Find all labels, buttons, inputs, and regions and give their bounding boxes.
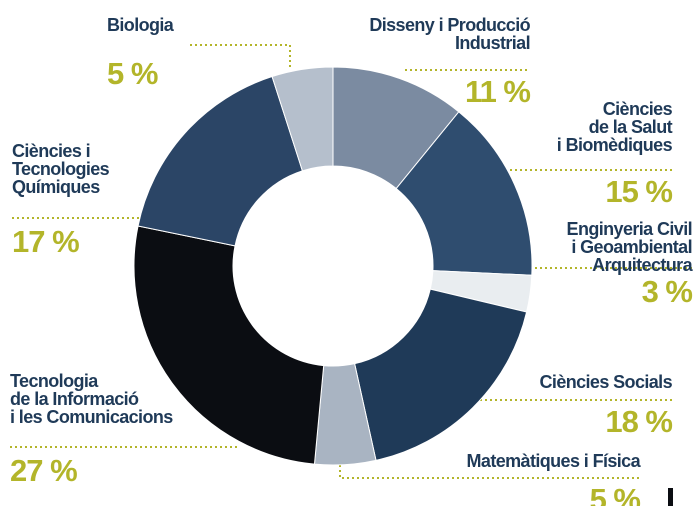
edge-mark	[668, 488, 673, 506]
value-label: 5 %	[589, 482, 641, 506]
category-label: Ciències de la Salut i Biomèdiques	[556, 99, 673, 155]
value-label: 3 %	[641, 274, 693, 309]
donut-segment	[271, 66, 334, 172]
value-label: 18 %	[605, 404, 673, 439]
category-label: Biologia	[107, 15, 174, 35]
value-label: 15 %	[605, 174, 673, 209]
category-label: Matemàtiques i Física	[466, 451, 641, 471]
value-label: 27 %	[10, 453, 78, 488]
value-label: 17 %	[12, 224, 80, 259]
value-label: 11 %	[465, 74, 531, 109]
category-label: Ciències Socials	[539, 372, 673, 392]
value-label: 5 %	[107, 56, 158, 91]
leader-lines	[10, 44, 692, 479]
donut-segment	[133, 225, 325, 465]
donut-segment	[137, 75, 304, 247]
category-label: Enginyeria Civil i Geoambiental Arquitec…	[566, 219, 693, 275]
category-label: Tecnologia de la Informació i les Comuni…	[10, 371, 173, 427]
donut-segment	[354, 288, 528, 461]
category-label: Disseny i Producció Industrial	[369, 15, 530, 53]
category-label: Ciències i Tecnologies Químiques	[12, 141, 110, 197]
